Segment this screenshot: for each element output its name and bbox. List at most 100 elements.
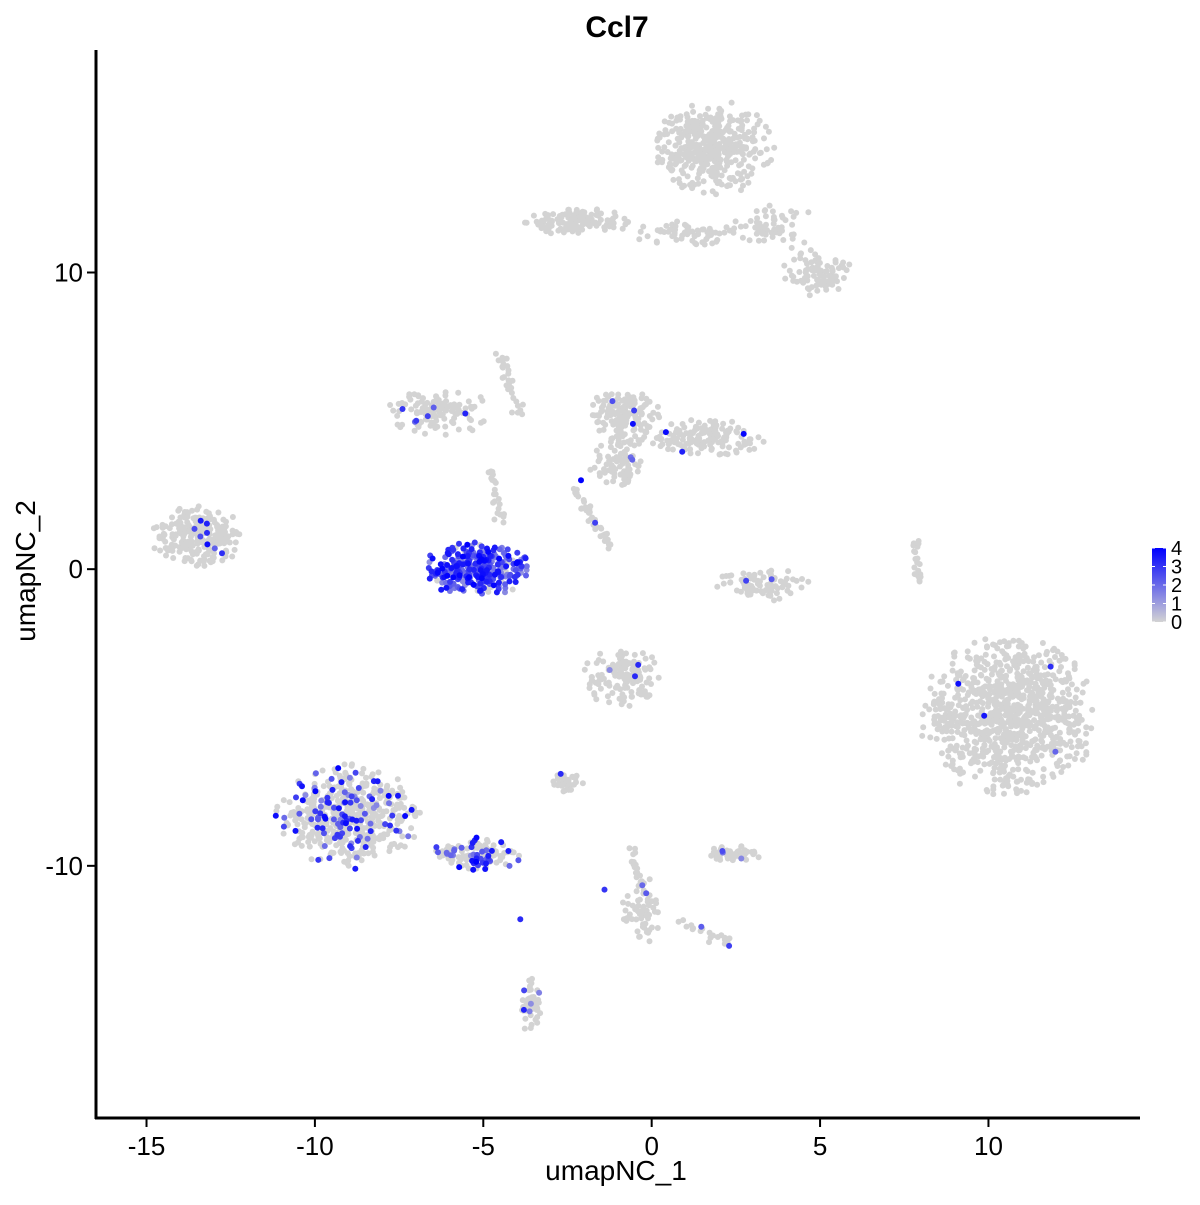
data-point: [1078, 716, 1085, 723]
data-point: [292, 827, 299, 834]
data-point: [713, 422, 720, 429]
data-point: [480, 418, 487, 425]
data-point: [444, 562, 451, 568]
data-point: [958, 731, 965, 738]
data-point: [1016, 747, 1023, 754]
data-point: [387, 822, 393, 829]
data-point: [326, 855, 333, 862]
data-point: [428, 419, 435, 426]
data-point: [1080, 680, 1087, 687]
data-point: [466, 415, 473, 422]
data-point: [573, 491, 580, 498]
data-point: [832, 257, 839, 264]
data-point: [738, 161, 744, 168]
data-point: [419, 405, 426, 412]
data-point: [628, 689, 635, 695]
data-point: [667, 160, 673, 167]
data-point: [362, 844, 369, 850]
data-point: [466, 574, 473, 581]
data-point: [733, 587, 740, 594]
data-point: [975, 712, 982, 719]
data-point: [691, 232, 698, 239]
data-point: [1013, 736, 1020, 743]
data-point: [941, 705, 948, 712]
data-point: [484, 838, 491, 845]
colorbar-tick-label: 1: [1171, 594, 1182, 616]
data-point: [593, 696, 600, 703]
data-point: [991, 740, 998, 747]
data-point: [723, 224, 730, 231]
data-point: [618, 701, 625, 708]
data-point: [626, 845, 633, 852]
data-point: [701, 429, 707, 436]
data-point: [1062, 719, 1069, 726]
data-point: [724, 162, 731, 169]
data-point: [707, 417, 714, 424]
data-point: [221, 530, 228, 537]
data-point: [439, 565, 446, 572]
data-point: [559, 775, 566, 782]
data-point: [325, 799, 332, 806]
data-point: [722, 437, 729, 444]
data-point: [636, 896, 643, 903]
data-point: [736, 133, 743, 140]
data-point: [619, 397, 626, 404]
data-point: [681, 229, 688, 236]
data-point: [944, 682, 951, 689]
data-point: [495, 579, 502, 586]
data-point: [1017, 703, 1024, 710]
data-point: [758, 588, 765, 595]
data-point: [668, 113, 675, 120]
data-point: [616, 431, 623, 438]
data-point: [422, 430, 428, 437]
data-point: [991, 653, 997, 660]
data-point: [1008, 723, 1015, 730]
data-point: [820, 274, 827, 281]
data-point: [645, 902, 652, 909]
data-point: [706, 154, 713, 161]
data-point: [724, 124, 731, 131]
data-point: [1075, 737, 1082, 744]
data-point: [957, 719, 964, 726]
data-point: [636, 236, 643, 243]
data-point: [336, 790, 343, 797]
data-point: [699, 226, 706, 233]
data-point: [433, 394, 440, 401]
data-point: [443, 584, 450, 591]
data-point: [968, 728, 974, 735]
data-point: [934, 726, 941, 733]
data-point: [734, 429, 740, 436]
data-point: [430, 404, 437, 411]
data-point: [442, 423, 449, 430]
data-point: [992, 735, 999, 742]
data-point: [688, 417, 695, 424]
data-point: [732, 218, 739, 225]
data-point: [509, 409, 515, 416]
data-point: [447, 852, 454, 859]
data-point: [1073, 686, 1080, 693]
data-point: [971, 678, 978, 685]
data-point: [366, 807, 373, 814]
data-point: [936, 696, 942, 703]
data-point: [408, 825, 415, 832]
data-point: [755, 854, 762, 861]
y-axis-label: umapNC_2: [10, 500, 41, 642]
data-point: [617, 667, 624, 674]
data-point: [705, 133, 712, 140]
data-point: [747, 218, 754, 224]
data-point: [330, 816, 337, 823]
data-point: [273, 808, 280, 814]
data-point: [550, 211, 557, 218]
data-point: [191, 525, 198, 532]
data-point: [719, 443, 726, 450]
data-point: [915, 540, 922, 547]
data-point: [769, 208, 776, 215]
data-point: [990, 709, 996, 716]
data-point: [638, 426, 644, 433]
data-point: [727, 175, 734, 181]
data-point: [746, 237, 753, 244]
data-point: [781, 262, 788, 269]
data-point: [633, 916, 640, 923]
data-point: [656, 130, 663, 137]
